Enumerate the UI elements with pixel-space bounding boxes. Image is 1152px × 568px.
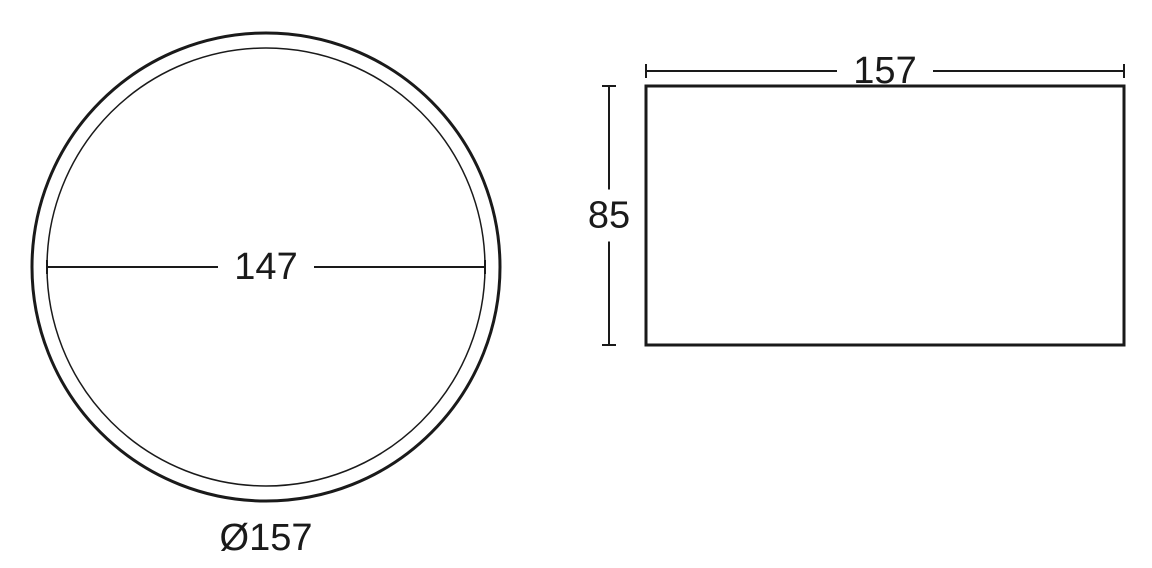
inner-dim-value: 147 xyxy=(234,246,297,288)
diameter-label: Ø157 xyxy=(220,517,313,559)
width-dim-value: 157 xyxy=(853,50,916,92)
side-rect xyxy=(646,86,1124,345)
height-dim-value: 85 xyxy=(588,195,630,237)
